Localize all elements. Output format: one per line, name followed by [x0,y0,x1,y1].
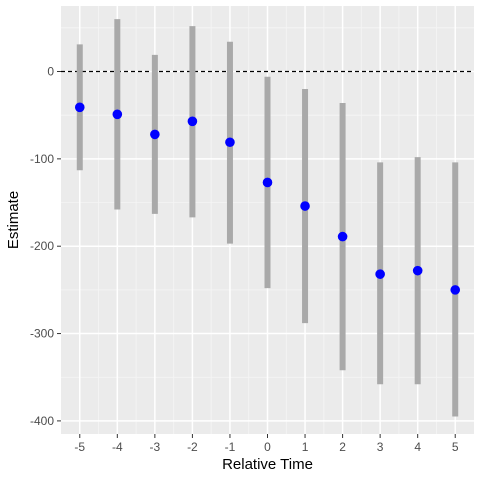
estimate-point [375,269,385,279]
estimate-point [300,201,310,211]
y-axis-ticks: 0 -100 -200 -300 -400 [30,65,61,428]
y-tick-label: -300 [30,327,54,341]
x-tick-label: 0 [264,440,271,454]
estimate-point [450,285,461,295]
x-tick-label: -2 [187,440,198,454]
x-tick-label: -1 [225,440,236,454]
estimate-point [187,116,198,127]
x-tick-label: 2 [339,440,346,454]
y-tick-label: -100 [30,152,54,166]
minor-grid [61,6,474,434]
x-axis-title: Relative Time [222,456,313,473]
y-tick-label: 0 [47,65,54,79]
x-tick-label: -4 [112,440,123,454]
estimate-point [262,177,273,188]
y-axis-title: Estimate [5,191,22,249]
estimate-point [112,109,123,120]
estimate-point [150,129,160,140]
estimate-point [337,231,348,242]
estimate-point [412,265,423,276]
x-tick-label: 3 [377,440,384,454]
estimate-point [74,102,85,113]
x-tick-label: 5 [452,440,459,454]
x-tick-label: -3 [150,440,161,454]
x-tick-label: 1 [302,440,309,454]
x-tick-label: -5 [74,440,85,454]
x-tick-label: 4 [414,440,421,454]
estimate-point [225,137,235,148]
y-tick-label: -200 [30,239,54,253]
x-axis-ticks: -5 -4 -3 -2 -1 0 1 2 3 4 5 [74,434,459,454]
estimate-points [74,102,461,295]
y-tick-label: -400 [30,414,54,428]
